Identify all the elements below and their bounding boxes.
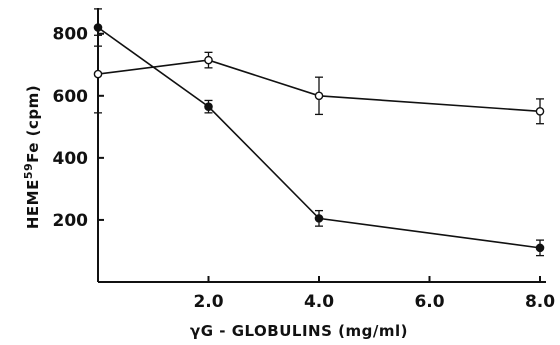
x-tick-label: 4.0: [304, 292, 334, 312]
data-point: [93, 69, 103, 79]
x-tick-label: 8.0: [525, 292, 555, 312]
data-point: [204, 102, 213, 111]
series-0: [93, 34, 545, 125]
x-tick-label: 6.0: [414, 292, 444, 312]
x-tick-label: 2.0: [193, 292, 223, 312]
data-point: [204, 55, 213, 65]
y-axis-label-main: HEME: [24, 179, 42, 229]
axes: [97, 8, 546, 283]
series-1: [93, 8, 545, 257]
y-tick-label: 400: [53, 149, 89, 169]
data-point: [535, 107, 545, 116]
series-group: [93, 8, 545, 257]
data-point: [314, 214, 324, 223]
ticks: 200 400 600 800 2.0 4.0 6.0 8.0: [53, 25, 556, 312]
y-tick-label: 200: [53, 211, 89, 231]
data-point: [535, 243, 545, 253]
y-axis-label-superscript: 59: [22, 163, 35, 179]
y-axis-label: HEME59Fe (cpm): [22, 85, 43, 229]
data-point: [93, 23, 103, 32]
series-line: [97, 26, 541, 249]
y-tick-label: 600: [53, 87, 89, 107]
y-tick-label: 800: [53, 25, 89, 45]
data-point: [314, 91, 324, 101]
y-axis-label-rest: Fe (cpm): [24, 85, 42, 163]
x-axis-label: γG - GLOBULINS (mg/ml): [190, 322, 408, 340]
